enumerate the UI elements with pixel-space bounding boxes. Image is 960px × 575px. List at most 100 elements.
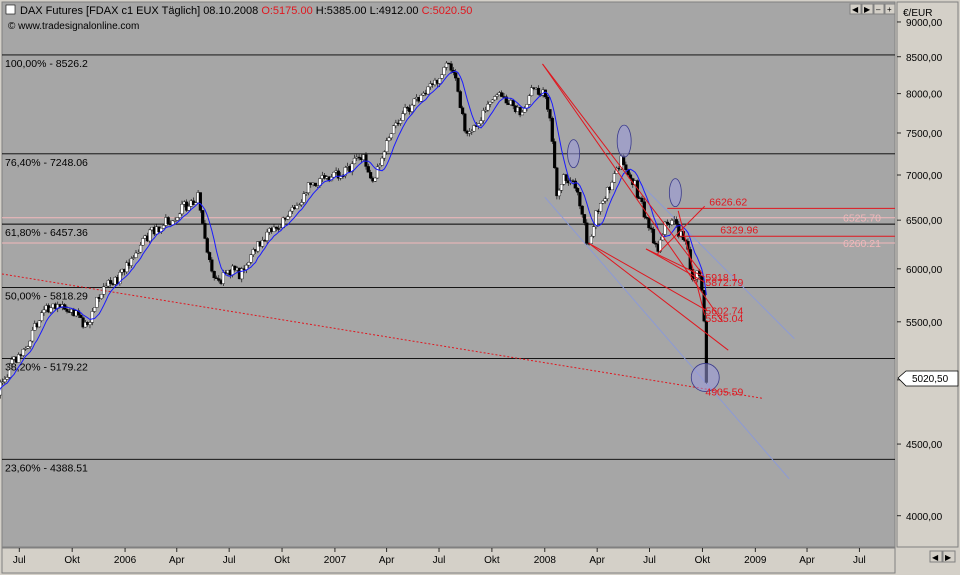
close-value: C:5020.50: [422, 5, 473, 17]
candle-body: [40, 312, 44, 321]
price-annotation: 5535.04: [705, 313, 743, 325]
candle-body: [585, 222, 589, 244]
candle-body: [180, 204, 184, 215]
candle-body: [644, 217, 649, 219]
candle-body: [449, 63, 453, 71]
candle-body: [605, 187, 610, 199]
candle-body: [352, 157, 357, 165]
candle-body: [647, 217, 651, 229]
time-scroll-right-button[interactable]: ▶: [942, 550, 956, 563]
candle-body: [260, 240, 265, 247]
candle-body: [380, 157, 384, 166]
y-tick-label: 7000,00: [906, 171, 943, 182]
channel-line: [639, 183, 795, 340]
candle-body: [543, 89, 547, 98]
candle-body: [649, 227, 653, 230]
candle-body: [398, 120, 403, 124]
highlight-ellipse: [616, 124, 632, 158]
candle-body: [132, 257, 136, 259]
candle-body: [375, 166, 380, 179]
candle-body: [198, 192, 202, 211]
candle-body: [555, 167, 559, 197]
candle-body: [401, 113, 405, 121]
candle-body: [456, 77, 460, 92]
candle-body: [265, 231, 269, 241]
x-tick-label: Jul: [223, 555, 236, 566]
x-tick-label: Jul: [433, 555, 446, 566]
candle-body: [364, 154, 368, 167]
dotted-trendline: [1, 273, 764, 399]
candle-body: [670, 220, 674, 225]
x-tick-label: Apr: [799, 555, 815, 566]
candle-body: [49, 307, 53, 313]
candle-body: [428, 83, 432, 88]
candle-body: [178, 213, 182, 218]
channel-line: [544, 196, 790, 480]
candle-body: [263, 240, 267, 242]
candle-body: [552, 141, 557, 169]
candle-body: [601, 200, 605, 204]
red-trendline: [588, 242, 729, 351]
scroll-left-button[interactable]: ◀: [849, 3, 862, 15]
x-tick-label: Okt: [484, 555, 500, 566]
channel-lines: [544, 183, 795, 480]
candle-body: [104, 285, 108, 288]
candle-body: [141, 238, 145, 246]
candle-body: [138, 244, 143, 253]
candle-body: [493, 96, 497, 101]
candle-body: [221, 272, 225, 284]
plot-area[interactable]: [1, 1, 896, 548]
candle-body: [203, 223, 207, 239]
candle-body: [295, 205, 299, 210]
candle-body: [444, 62, 449, 68]
fib-level-label: 50,00% - 5818.29: [5, 291, 88, 303]
candle-body: [366, 166, 370, 173]
candle-body: [173, 220, 177, 222]
candle-body: [550, 117, 554, 142]
candle-body: [316, 185, 320, 187]
time-scroll-left-button[interactable]: ◀: [929, 550, 943, 563]
candle-body: [387, 137, 391, 141]
candle-body: [65, 309, 69, 312]
candle-body: [272, 226, 276, 232]
candle-body: [30, 330, 35, 342]
candle-body: [628, 174, 633, 179]
x-tick-label: Jul: [13, 555, 26, 566]
zoom-in-button[interactable]: +: [884, 3, 896, 15]
candle-body: [90, 311, 94, 323]
candle-body: [212, 271, 216, 279]
candle-body: [663, 221, 667, 235]
candle-body: [403, 107, 407, 114]
pink-level-label: 6525.70: [843, 213, 881, 225]
candle-body: [99, 294, 104, 299]
candle-body: [125, 262, 129, 273]
candle-body: [205, 238, 209, 253]
time-axis-panel: [1, 547, 896, 574]
candle-body: [23, 348, 28, 350]
candle-body: [10, 359, 14, 364]
moving-average-line: [0, 70, 707, 391]
red-level-label: 6329.96: [720, 224, 758, 236]
red-level-label: 6626.62: [709, 196, 747, 208]
open-value: O:5175.00: [261, 5, 312, 17]
y-tick-label: 9000,00: [906, 18, 943, 29]
candle-body: [21, 349, 25, 356]
candle-body: [5, 377, 9, 380]
red-trendline: [542, 63, 703, 275]
candle-body: [592, 226, 596, 237]
candle-body: [240, 268, 244, 280]
candle-body: [598, 203, 603, 212]
candle-body: [134, 252, 138, 258]
scroll-right-button[interactable]: ▶: [861, 3, 874, 15]
price-axis-panel: [896, 1, 959, 548]
zoom-out-button[interactable]: –: [873, 3, 885, 15]
candle-body: [343, 167, 347, 177]
minus-icon: –: [876, 5, 881, 14]
candle-body: [306, 182, 311, 194]
fib-level-label: 38,20% - 5179.22: [5, 361, 88, 373]
low-value: L:4912.00: [370, 5, 419, 17]
candle-body: [654, 242, 658, 245]
candle-body: [88, 322, 92, 325]
candle-body: [486, 103, 490, 111]
